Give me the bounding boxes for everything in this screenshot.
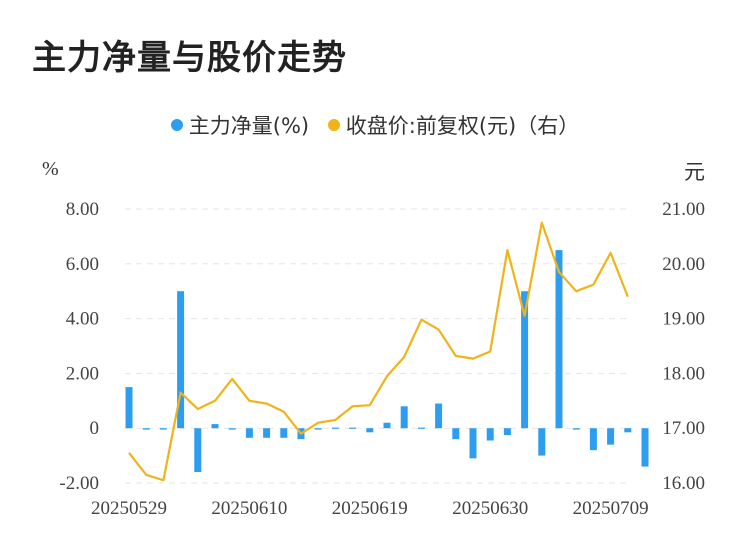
bar	[125, 387, 133, 429]
x-tick-label: 20250610	[211, 498, 287, 519]
bar	[572, 428, 580, 430]
bar	[142, 428, 150, 430]
line-series	[128, 221, 629, 482]
bar	[349, 427, 357, 429]
x-tick-label: 20250709	[573, 498, 649, 519]
legend: 主力净量(%) 收盘价:前复权(元)（右）	[0, 110, 750, 140]
right-tick-label: 21.00	[662, 199, 705, 220]
chart-title: 主力净量与股价走势	[32, 38, 347, 78]
bar	[538, 428, 546, 456]
bar	[469, 428, 477, 459]
bar	[211, 424, 219, 429]
x-tick-label: 20250619	[332, 498, 408, 519]
right-axis-unit: 元	[684, 160, 705, 184]
bar	[624, 428, 632, 433]
left-tick-label: -2.00	[59, 473, 99, 494]
bar	[503, 428, 511, 436]
right-tick-label: 20.00	[662, 254, 705, 275]
x-tick-label: 20250529	[91, 498, 167, 519]
bar	[521, 291, 529, 429]
bar	[366, 428, 374, 433]
bar	[607, 428, 615, 445]
bar	[314, 428, 322, 430]
bar	[417, 427, 425, 429]
bar	[245, 428, 253, 438]
left-tick-label: 0	[90, 418, 100, 439]
right-tick-label: 16.00	[662, 473, 705, 494]
bar	[331, 427, 339, 429]
bar	[159, 428, 167, 430]
bar	[400, 406, 408, 429]
bar	[641, 428, 649, 467]
left-axis-unit: %	[42, 158, 59, 180]
legend-label-price: 收盘价:前复权(元)（右）	[345, 114, 580, 138]
bar	[383, 422, 391, 429]
left-tick-label: 4.00	[66, 309, 99, 330]
right-tick-label: 17.00	[662, 418, 705, 439]
bar	[452, 428, 460, 440]
left-tick-label: 6.00	[66, 254, 99, 275]
legend-dot-net-icon	[170, 119, 183, 131]
legend-item-price[interactable]: 收盘价:前复权(元)（右）	[327, 110, 580, 140]
bar	[263, 428, 271, 438]
bar-series	[125, 250, 649, 473]
legend-dot-price-icon	[327, 119, 340, 131]
axis-labels: 8.00 6.00 4.00 2.00 0 -2.00 21.00 20.00 19.00 18.…	[59, 199, 705, 519]
bar	[435, 403, 443, 429]
x-tick-label: 20250630	[452, 498, 528, 519]
bar	[194, 428, 202, 473]
legend-label-net: 主力净量(%)	[188, 114, 310, 138]
price-line	[128, 221, 629, 482]
bar	[589, 428, 597, 451]
bar	[177, 291, 185, 429]
bar	[228, 428, 236, 430]
legend-item-net[interactable]: 主力净量(%)	[170, 110, 310, 140]
left-tick-label: 8.00	[66, 199, 99, 220]
bar	[280, 428, 288, 438]
right-tick-label: 18.00	[662, 363, 705, 384]
bar	[555, 250, 563, 429]
bar	[486, 428, 494, 441]
left-tick-label: 2.00	[66, 363, 99, 384]
right-tick-label: 19.00	[662, 309, 705, 330]
